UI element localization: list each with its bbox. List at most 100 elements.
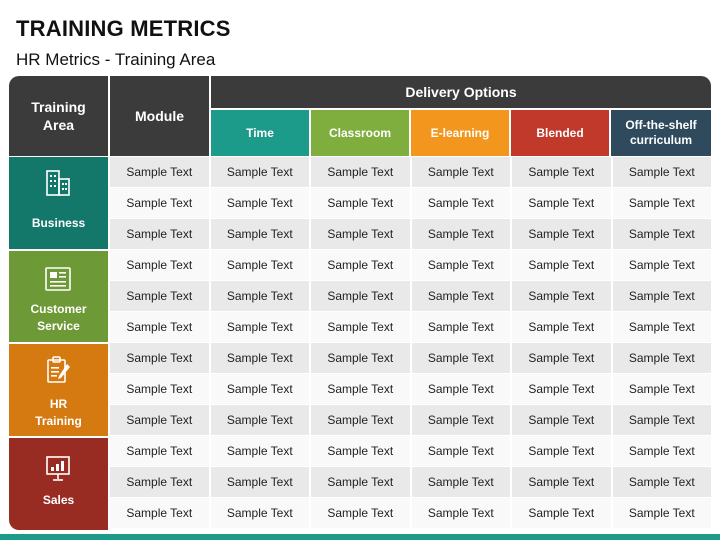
table-cell: Sample Text [512,187,611,218]
area-sales: Sales [9,438,108,530]
area-customer-service: Customer Service [9,251,108,342]
area-hr-training: HR Training [9,344,108,436]
table-cell: Sample Text [210,373,309,404]
table-cell: Sample Text [612,311,711,342]
table-cell: Sample Text [210,249,309,280]
table-cell: Sample Text [612,373,711,404]
table-cell: Sample Text [311,342,410,373]
table-cell: Sample Text [612,187,711,218]
table-cell: Sample Text [612,218,711,249]
building-icon [46,170,70,196]
area-sales-label: Sales [42,493,75,507]
table-cell: Sample Text [311,156,410,187]
table-row: Sample Text Sample Text Sample Text Sample … [110,497,711,528]
clipboard-pen-icon [47,356,70,383]
table-cell: Sample Text [411,342,510,373]
option-header-off-the-shelf: Off-the-shelf curriculum [611,110,711,156]
table-cell: Sample Text [512,280,611,311]
table-cell: Sample Text [411,249,510,280]
table-cell: Sample Text [411,435,510,466]
table-cell: Sample Text [411,497,510,528]
table-cell: Sample Text [210,342,309,373]
table-cell: Sample Text [612,404,711,435]
table-cell: Sample Text [411,156,510,187]
table-cell: Sample Text [110,404,209,435]
table-row: Sample Text Sample Text Sample Text Sample … [110,404,711,435]
table-cell: Sample Text [210,404,309,435]
delivery-options-header: Delivery Options [211,76,711,108]
module-header: Module [110,76,209,156]
table-cell: Sample Text [512,249,611,280]
table-cell: Sample Text [110,280,209,311]
table-cell: Sample Text [311,249,410,280]
table-cell: Sample Text [411,218,510,249]
table-cell: Sample Text [512,466,611,497]
presentation-chart-icon [46,456,70,481]
table-cell: Sample Text [311,435,410,466]
table-cell: Sample Text [110,218,209,249]
table-cell: Sample Text [311,187,410,218]
area-hr-training-label: HR Training [9,396,108,430]
table-cell: Sample Text [612,497,711,528]
table-cell: Sample Text [411,311,510,342]
table-cell: Sample Text [411,280,510,311]
table-cell: Sample Text [311,466,410,497]
page-subtitle: HR Metrics - Training Area [16,50,216,69]
document-icon [45,267,71,291]
table-cell: Sample Text [411,373,510,404]
table-row: Sample Text Sample Text Sample Text Sample … [110,249,711,280]
page-title: TRAINING METRICS [16,16,231,41]
table-cell: Sample Text [612,435,711,466]
table-cell: Sample Text [512,404,611,435]
area-hr-training-text: HR Training [35,397,82,428]
table-row: Sample Text Sample Text Sample Text Sample … [110,218,711,249]
table-cell: Sample Text [210,280,309,311]
table-row: Sample Text Sample Text Sample Text Sample … [110,373,711,404]
table-cell: Sample Text [110,187,209,218]
bottom-accent-bar [0,534,720,540]
table-row: Sample Text Sample Text Sample Text Sample … [110,187,711,218]
table-row: Sample Text Sample Text Sample Text Sample … [110,466,711,497]
table-cell: Sample Text [612,280,711,311]
area-business: Business [9,157,108,249]
table-cell: Sample Text [210,497,309,528]
table-cell: Sample Text [311,218,410,249]
table-body: Sample Text Sample Text Sample Text Sample … [110,156,711,528]
table-cell: Sample Text [411,466,510,497]
table-cell: Sample Text [210,187,309,218]
table-cell: Sample Text [512,342,611,373]
table-cell: Sample Text [612,249,711,280]
table-cell: Sample Text [512,497,611,528]
table-cell: Sample Text [512,311,611,342]
table-cell: Sample Text [311,373,410,404]
table-cell: Sample Text [311,311,410,342]
table-row: Sample Text Sample Text Sample Text Sample … [110,342,711,373]
table-cell: Sample Text [210,435,309,466]
table-cell: Sample Text [110,311,209,342]
table-cell: Sample Text [612,156,711,187]
table-cell: Sample Text [110,466,209,497]
area-customer-service-label: Customer Service [9,301,108,335]
table-cell: Sample Text [210,218,309,249]
table-cell: Sample Text [110,373,209,404]
table-cell: Sample Text [311,404,410,435]
table-cell: Sample Text [411,404,510,435]
option-header-time: Time [211,110,309,156]
option-header-blended: Blended [511,110,609,156]
table-cell: Sample Text [110,342,209,373]
table-cell: Sample Text [512,156,611,187]
training-metrics-table: Training Area Module Delivery Options Ti… [9,76,711,530]
table-cell: Sample Text [512,435,611,466]
table-cell: Sample Text [210,156,309,187]
option-header-e-learning: E-learning [411,110,509,156]
table-cell: Sample Text [612,342,711,373]
table-cell: Sample Text [411,187,510,218]
area-business-label: Business [31,216,86,230]
table-cell: Sample Text [210,466,309,497]
table-cell: Sample Text [110,497,209,528]
table-cell: Sample Text [311,497,410,528]
training-area-header-label: Training Area [31,99,86,133]
area-customer-service-text: Customer Service [30,302,87,333]
table-cell: Sample Text [612,466,711,497]
table-row: Sample Text Sample Text Sample Text Sample … [110,435,711,466]
